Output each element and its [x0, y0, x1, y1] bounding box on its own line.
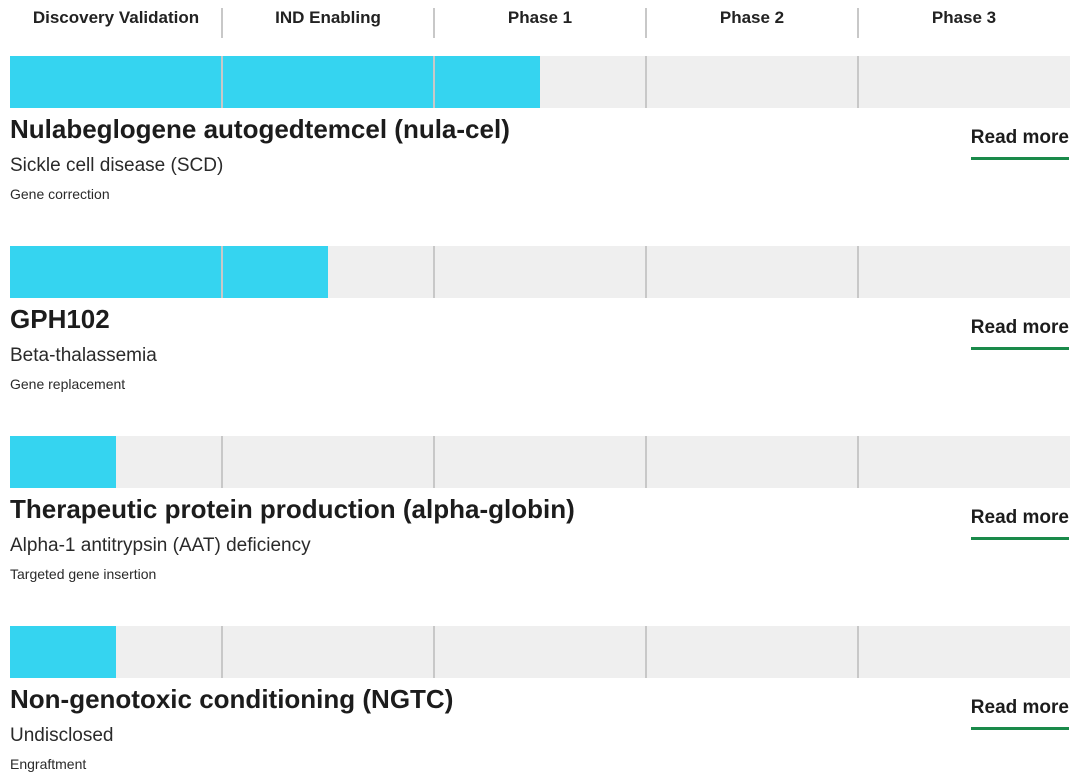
indication: Undisclosed [10, 725, 114, 746]
indication: Beta-thalassemia [10, 345, 157, 366]
stage-divider [857, 436, 859, 488]
read-more-link[interactable]: Read more [970, 507, 1069, 540]
column-divider [857, 8, 859, 38]
stage-divider [221, 626, 223, 678]
stage-divider [645, 436, 647, 488]
indication: Sickle cell disease (SCD) [10, 155, 224, 176]
modality: Engraftment [10, 756, 87, 772]
stage-label: Discovery Validation [32, 8, 200, 27]
program-name: Non-genotoxic conditioning (NGTC) [10, 684, 454, 714]
stage-divider [857, 626, 859, 678]
read-more-link[interactable]: Read more [970, 317, 1069, 350]
progress-bar [10, 246, 328, 298]
stage-divider [433, 56, 435, 108]
stage-label: Phase 2 [719, 8, 785, 27]
stage-divider [221, 436, 223, 488]
column-divider [221, 8, 223, 38]
stage-divider [645, 56, 647, 108]
progress-track [10, 626, 1070, 678]
progress-track [10, 436, 1070, 488]
stage-divider [221, 246, 223, 298]
program-name: Therapeutic protein production (alpha-gl… [10, 494, 575, 524]
modality: Gene correction [10, 186, 110, 202]
read-more-link[interactable]: Read more [970, 127, 1069, 160]
progress-bar [10, 56, 540, 108]
progress-bar [10, 436, 116, 488]
stage-divider [645, 246, 647, 298]
column-divider [433, 8, 435, 38]
indication: Alpha-1 antitrypsin (AAT) deficiency [10, 535, 311, 556]
stage-divider [221, 56, 223, 108]
stage-divider [645, 626, 647, 678]
progress-track [10, 56, 1070, 108]
progress-track [10, 246, 1070, 298]
read-more-link[interactable]: Read more [970, 697, 1069, 730]
stage-label: Phase 1 [507, 8, 573, 27]
progress-bar [10, 626, 116, 678]
stage-divider [433, 246, 435, 298]
stage-divider [433, 436, 435, 488]
modality: Gene replacement [10, 376, 126, 392]
stage-divider [433, 626, 435, 678]
column-divider [645, 8, 647, 38]
stage-divider [857, 56, 859, 108]
stage-divider [857, 246, 859, 298]
program-name: Nulabeglogene autogedtemcel (nula-cel) [10, 114, 510, 144]
stage-label: IND Enabling [275, 8, 381, 27]
modality: Targeted gene insertion [10, 566, 157, 582]
stage-label: Phase 3 [931, 8, 997, 27]
program-name: GPH102 [10, 304, 110, 334]
